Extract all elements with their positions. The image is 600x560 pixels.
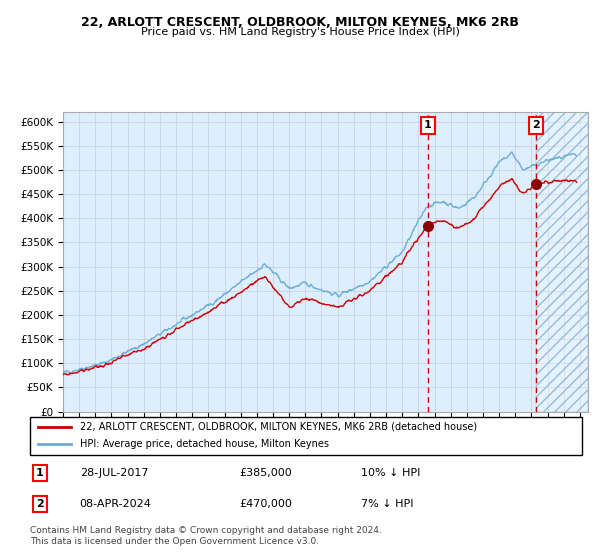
- Text: Contains HM Land Registry data © Crown copyright and database right 2024.
This d: Contains HM Land Registry data © Crown c…: [30, 526, 382, 546]
- Text: 2: 2: [532, 120, 539, 130]
- Text: £470,000: £470,000: [240, 500, 293, 510]
- Text: 10% ↓ HPI: 10% ↓ HPI: [361, 468, 421, 478]
- Text: 22, ARLOTT CRESCENT, OLDBROOK, MILTON KEYNES, MK6 2RB: 22, ARLOTT CRESCENT, OLDBROOK, MILTON KE…: [81, 16, 519, 29]
- Bar: [536, 112, 588, 412]
- Text: 28-JUL-2017: 28-JUL-2017: [80, 468, 148, 478]
- Text: 7% ↓ HPI: 7% ↓ HPI: [361, 500, 414, 510]
- Text: 2: 2: [36, 500, 44, 510]
- Text: Price paid vs. HM Land Registry's House Price Index (HPI): Price paid vs. HM Land Registry's House …: [140, 27, 460, 37]
- Text: HPI: Average price, detached house, Milton Keynes: HPI: Average price, detached house, Milt…: [80, 440, 329, 450]
- Bar: [536, 112, 588, 412]
- FancyBboxPatch shape: [30, 417, 582, 455]
- Text: 1: 1: [36, 468, 44, 478]
- Text: £385,000: £385,000: [240, 468, 293, 478]
- Text: 08-APR-2024: 08-APR-2024: [80, 500, 152, 510]
- Text: 22, ARLOTT CRESCENT, OLDBROOK, MILTON KEYNES, MK6 2RB (detached house): 22, ARLOTT CRESCENT, OLDBROOK, MILTON KE…: [80, 422, 477, 432]
- Text: 1: 1: [424, 120, 431, 130]
